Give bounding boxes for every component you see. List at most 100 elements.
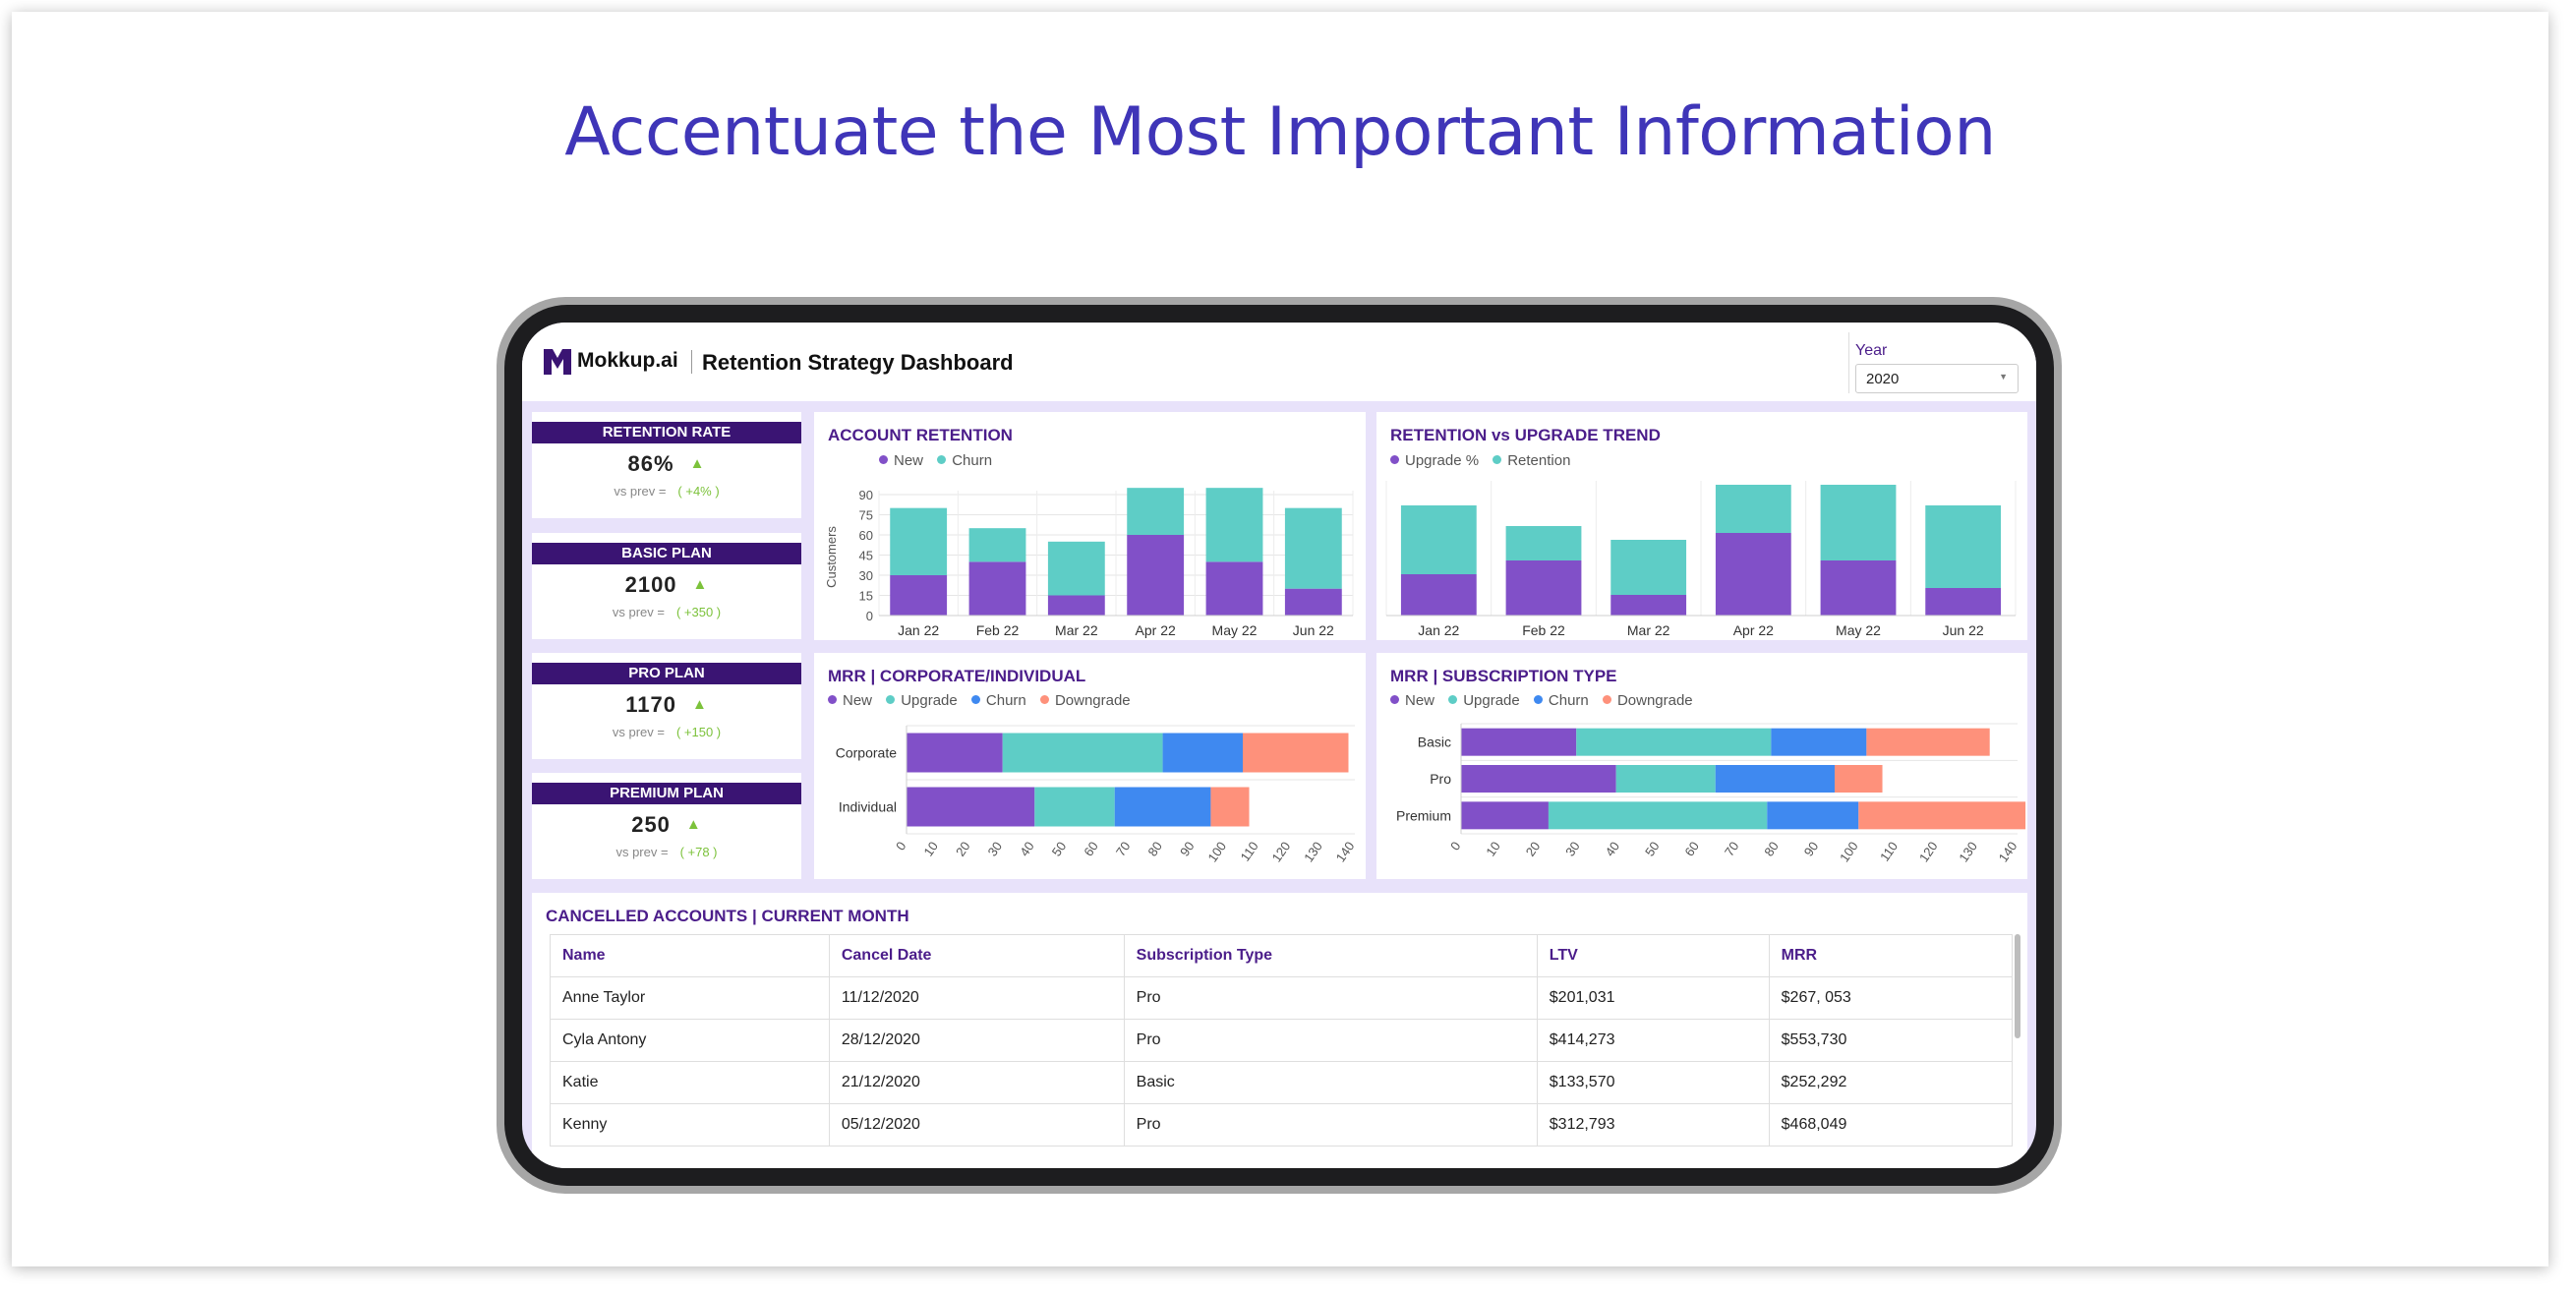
table-cell: 11/12/2020	[828, 976, 1125, 1020]
bar-segment-new	[1284, 588, 1342, 616]
x-tick-label: 140	[1996, 839, 2020, 864]
chart-legend: New Upgrade Churn Downgrade	[1390, 692, 1703, 709]
bar-segment-retention	[1820, 485, 1897, 560]
x-tick-label: May 22	[1836, 622, 1881, 638]
kpi-basic-plan: BASIC PLAN 2100 ▲ vs prev =( +350 )	[532, 533, 801, 639]
table-cell: $201,031	[1536, 976, 1770, 1020]
triangle-up-icon: ▲	[691, 696, 708, 713]
x-tick-label: Jun 22	[1293, 622, 1334, 638]
mrr-subscription-chart: Basic Pro Premium 0 10 20 30 40 50 60 70 80 90 100 110…	[1396, 723, 2026, 864]
bar-segment-upgrade	[1400, 574, 1477, 616]
x-tick-label: 40	[1017, 839, 1037, 858]
kpi-compare: vs prev =( +350 )	[612, 605, 722, 619]
bar-segment-upgrade	[1820, 560, 1897, 616]
x-tick-label: 90	[1801, 839, 1822, 858]
bar-segment-new	[907, 787, 1035, 827]
kpi-compare: vs prev =( +78 )	[615, 845, 718, 859]
x-tick-label: 100	[1837, 839, 1861, 864]
x-tick-label: Apr 22	[1733, 622, 1774, 638]
chevron-down-icon: ▼	[1999, 372, 2008, 382]
table-row: Anne Taylor 11/12/2020 Pro $201,031 $267…	[550, 976, 2014, 1020]
bar-segment-new	[1205, 561, 1263, 616]
triangle-up-icon: ▲	[689, 455, 706, 472]
kpi-label: BASIC PLAN	[532, 543, 801, 564]
dashboard-title: Retention Strategy Dashboard	[702, 350, 1014, 375]
column-header[interactable]: Cancel Date	[828, 934, 1125, 977]
kpi-label: PRO PLAN	[532, 663, 801, 684]
x-tick-label: 110	[1238, 839, 1261, 864]
account-retention-chart: 0 15 30 45 60 75 90 Jan 22 Feb 22 Mar 22 Apr 22 May…	[859, 488, 1354, 638]
x-tick-label: 10	[1483, 839, 1503, 858]
kpi-compare: vs prev =( +150 )	[612, 725, 722, 739]
bar-segment-new	[1461, 728, 1577, 756]
year-divider	[1848, 332, 1849, 393]
kpi-premium-plan: PREMIUM PLAN 250 ▲ vs prev =( +78 )	[532, 773, 801, 879]
panel-title: RETENTION vs UPGRADE TREND	[1390, 426, 1661, 444]
panel-title: CANCELLED ACCOUNTS | CURRENT MONTH	[546, 907, 909, 925]
x-tick-label: 20	[953, 839, 973, 858]
table-cell: Pro	[1123, 1103, 1538, 1147]
x-tick-label: 0	[893, 839, 908, 853]
column-header[interactable]: MRR	[1768, 934, 2014, 977]
x-tick-label: 130	[1301, 839, 1325, 864]
bar-segment-upgrade	[1034, 787, 1115, 827]
retention-upgrade-chart: Jan 22 Feb 22 Mar 22 Apr 22 May 22 Jun 22	[1385, 481, 2017, 638]
x-tick-label: 50	[1642, 839, 1663, 858]
bar-segment-churn	[1771, 728, 1867, 756]
y-tick-label: Basic	[1418, 735, 1451, 750]
bar-segment-new	[907, 733, 1003, 773]
page-title: Accentuate the Most Important Informatio…	[564, 93, 1996, 171]
table-cell: Pro	[1123, 976, 1538, 1020]
x-tick-label: 0	[1447, 839, 1463, 853]
bar-segment-retention	[1505, 526, 1582, 560]
bar-segment-new	[1461, 765, 1616, 793]
mrr-subscription-panel: MRR | SUBSCRIPTION TYPE New Upgrade Chur…	[1376, 653, 2027, 879]
x-tick-label: 120	[1269, 839, 1294, 864]
x-tick-label: 140	[1333, 839, 1358, 864]
chart-legend: Upgrade % Retention	[1390, 452, 1580, 469]
column-header[interactable]: Name	[550, 934, 830, 977]
x-tick-label: 70	[1722, 839, 1742, 858]
bar-segment-churn	[1162, 733, 1243, 773]
cancelled-accounts-panel: CANCELLED ACCOUNTS | CURRENT MONTH Name …	[532, 893, 2027, 1168]
x-tick-label: 30	[985, 839, 1006, 858]
bar-segment-retention	[1610, 540, 1687, 595]
x-tick-label: Jan 22	[898, 622, 939, 638]
bar-segment-retention	[1400, 505, 1477, 574]
x-tick-label: 130	[1956, 839, 1980, 864]
y-tick-label: 0	[866, 609, 873, 623]
x-tick-label: 40	[1603, 839, 1623, 858]
bar-segment-churn	[1767, 801, 1859, 830]
x-tick-label: Feb 22	[976, 622, 1020, 638]
x-tick-label: 90	[1177, 839, 1198, 858]
mrr-corporate-chart: Corporate Individual 0 10 20 30 40 50 60 70 80 90 10…	[836, 725, 1358, 864]
bar-segment-upgrade	[1715, 533, 1791, 616]
bar-segment-downgrade	[1243, 733, 1349, 773]
x-tick-label: 30	[1562, 839, 1583, 858]
kpi-compare: vs prev =( +4% )	[614, 484, 720, 499]
legend-dot-new	[879, 455, 888, 464]
mokkup-logo-icon	[544, 349, 571, 375]
kpi-value: 250 ▲	[631, 812, 702, 837]
panel-title: ACCOUNT RETENTION	[828, 426, 1013, 444]
bar-segment-downgrade	[1835, 765, 1883, 793]
bar-segment-downgrade	[1858, 801, 2026, 830]
column-header[interactable]: Subscription Type	[1123, 934, 1538, 977]
table-row: Cyla Antony 28/12/2020 Pro $414,273 $553…	[550, 1019, 2014, 1062]
bar-segment-downgrade	[1866, 728, 1990, 756]
table-cell: 28/12/2020	[828, 1019, 1125, 1062]
kpi-value: 2100 ▲	[624, 572, 709, 597]
chart-legend: New Churn	[879, 452, 1002, 469]
column-header[interactable]: LTV	[1536, 934, 1770, 977]
table-scrollbar[interactable]	[2015, 934, 2020, 1038]
year-select[interactable]: 2020 ▼	[1855, 364, 2019, 393]
x-tick-label: Feb 22	[1522, 622, 1565, 638]
table-cell: 21/12/2020	[828, 1061, 1125, 1104]
y-tick-label: Individual	[839, 799, 897, 815]
x-tick-label: Mar 22	[1627, 622, 1670, 638]
table-cell: $553,730	[1768, 1019, 2014, 1062]
table-row: Katie 21/12/2020 Basic $133,570 $252,292	[550, 1061, 2014, 1104]
bar-segment-upgrade	[1615, 765, 1716, 793]
legend-dot-upgrade	[1390, 455, 1399, 464]
